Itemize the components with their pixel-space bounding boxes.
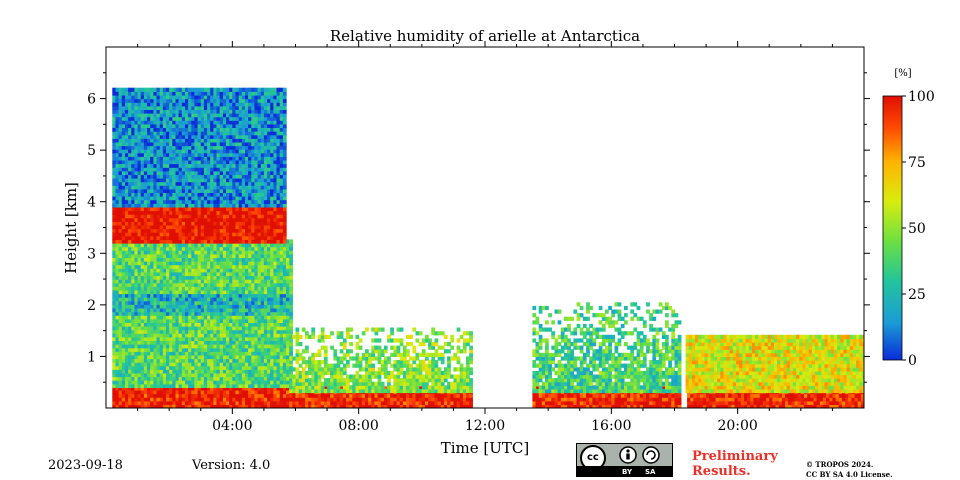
sa-icon-label: SA	[645, 468, 656, 476]
preliminary-line-2: Results.	[692, 464, 751, 479]
x-tick-label: 04:00	[212, 418, 252, 434]
y-axis-label: Height [km]	[62, 182, 80, 274]
footer-version: Version: 4.0	[192, 458, 271, 473]
cc-license-badge[interactable]: cc BY SA	[576, 443, 673, 477]
copyright-line-1: © TROPOS 2024.	[806, 460, 874, 469]
y-tick-label: 2	[87, 298, 96, 314]
region-boundary-layer	[112, 239, 293, 389]
x-axis: 04:00 08:00 12:00 16:00 20:00	[137, 41, 833, 434]
y-tick-label: 3	[87, 246, 96, 262]
colorbar-tick-label: 50	[908, 221, 926, 237]
colorbar-tick-label: 25	[908, 287, 926, 303]
region-collapsing-layer	[289, 327, 473, 394]
preliminary-line-1: Preliminary	[692, 449, 778, 464]
y-tick-label: 4	[87, 195, 96, 211]
copyright-note: © TROPOS 2024. CC BY SA 4.0 License.	[806, 460, 893, 480]
badge-bar	[577, 466, 672, 476]
x-axis-label: Time [UTC]	[441, 439, 530, 457]
x-tick-label: 12:00	[465, 418, 505, 434]
colorbar-ticks: 0 25 50 75 100	[902, 89, 935, 369]
preliminary-note: Preliminary Results.	[692, 449, 778, 479]
colorbar-tick-label: 75	[908, 155, 926, 171]
region-dry-upper-layer	[112, 87, 287, 208]
y-axis: 1 2 3 4 5 6	[87, 72, 870, 383]
region-saturated-band	[112, 203, 287, 244]
colorbar-tick-label: 100	[908, 89, 935, 105]
chart-title: Relative humidity of arielle at Antarcti…	[330, 27, 640, 45]
cc-icon-text: cc	[587, 452, 599, 463]
colorbar-tick-label: 0	[908, 353, 917, 369]
region-afternoon-mixed-layer	[532, 302, 682, 394]
y-tick-label: 6	[87, 92, 96, 108]
footer-date: 2023-09-18	[48, 458, 123, 473]
x-tick-label: 20:00	[717, 418, 757, 434]
x-tick-label: 08:00	[338, 418, 378, 434]
y-tick-label: 5	[87, 143, 96, 159]
heatmap-field	[112, 87, 864, 408]
copyright-line-2: CC BY SA 4.0 License.	[806, 470, 893, 479]
region-evening-cloud-layer	[685, 334, 864, 394]
colorbar-unit-label: [%]	[894, 68, 911, 79]
x-tick-label: 16:00	[591, 418, 631, 434]
colorbar	[882, 95, 903, 361]
by-icon-label: BY	[622, 468, 633, 476]
y-tick-label: 1	[87, 349, 96, 365]
